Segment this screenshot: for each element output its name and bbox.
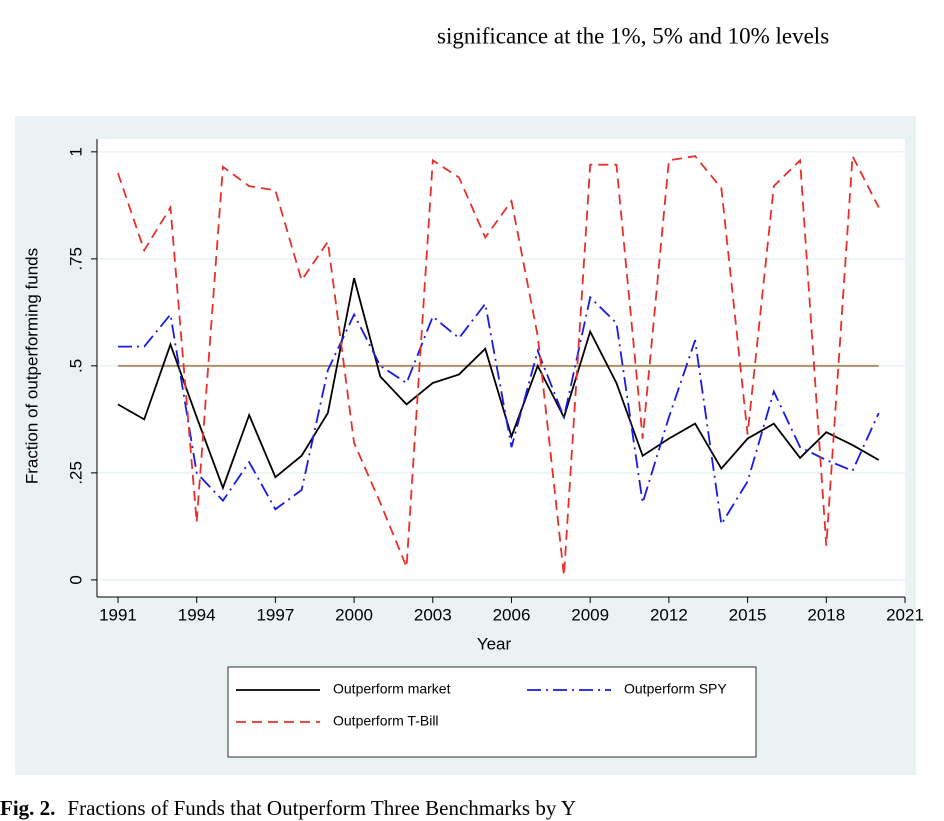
x-tick-label: 1994 <box>178 605 216 624</box>
legend-label: Outperform SPY <box>624 681 727 697</box>
legend-label: Outperform market <box>333 681 451 697</box>
y-axis-label: Fraction of outperforming funds <box>22 248 41 484</box>
plot-area <box>97 139 905 597</box>
y-tick-label: 0 <box>66 575 85 584</box>
x-axis-label: Year <box>477 634 512 653</box>
y-tick-label: .5 <box>66 359 85 373</box>
x-tick-label: 2000 <box>335 605 373 624</box>
x-tick-label: 2003 <box>414 605 452 624</box>
legend-label: Outperform T-Bill <box>333 713 439 729</box>
legend <box>227 666 757 758</box>
x-tick-label: 1991 <box>99 605 137 624</box>
series-line <box>117 152 880 576</box>
x-tick-label: 2015 <box>729 605 767 624</box>
series-line <box>117 277 880 491</box>
y-tick-label: .25 <box>66 461 85 485</box>
x-tick-label: 2009 <box>571 605 609 624</box>
x-tick-label: 1997 <box>256 605 294 624</box>
x-tick-label: 2006 <box>493 605 531 624</box>
header-text: significance at the 1%, 5% and 10% level… <box>437 23 829 48</box>
x-tick-label: 2021 <box>886 605 924 624</box>
y-tick-label: .75 <box>66 247 85 271</box>
y-tick-label: 1 <box>66 147 85 156</box>
x-tick-label: 2018 <box>807 605 845 624</box>
x-tick-label: 2012 <box>650 605 688 624</box>
caption-label: Fig. 2. <box>0 796 55 820</box>
caption: Fig. 2. Fractions of Funds that Outperfor… <box>0 796 576 820</box>
series-line <box>117 295 880 527</box>
caption-text: Fractions of Funds that Outperform Three… <box>67 796 576 820</box>
